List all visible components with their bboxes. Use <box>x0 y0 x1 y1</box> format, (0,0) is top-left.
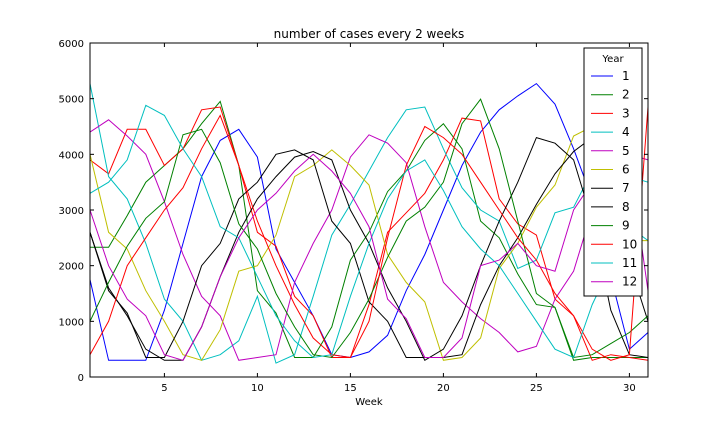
legend-label-year-1: 1 <box>622 69 630 83</box>
series-line-year-1 <box>89 82 649 361</box>
legend-label-year-5: 5 <box>622 144 630 158</box>
legend-label-year-8: 8 <box>622 200 630 214</box>
x-axis-label: Week <box>355 397 383 408</box>
legend-label-year-9: 9 <box>622 219 630 233</box>
y-tick-label: 1000 <box>59 317 84 328</box>
legend-label-year-10: 10 <box>622 237 637 251</box>
legend-label-year-6: 6 <box>622 163 630 177</box>
series-line-year-11 <box>89 104 649 359</box>
x-tick-label: 5 <box>161 383 167 394</box>
legend-label-year-2: 2 <box>622 88 630 102</box>
x-tick-label: 25 <box>530 383 543 394</box>
y-tick-label: 3000 <box>59 206 84 217</box>
x-tick-label: 15 <box>344 383 357 394</box>
x-tick-label: 10 <box>251 383 264 394</box>
legend-label-year-7: 7 <box>622 181 630 195</box>
y-tick-label: 6000 <box>59 39 84 50</box>
y-axis: 0 1000 2000 3000 4000 5000 6000 <box>59 39 648 384</box>
legend-label-year-11: 11 <box>622 256 637 270</box>
chart-title: number of cases every 2 weeks <box>274 27 465 41</box>
legend-label-year-12: 12 <box>622 275 637 289</box>
x-axis: 5 10 15 20 25 30 <box>161 43 636 394</box>
y-tick-label: 5000 <box>59 95 84 106</box>
series-line-year-7 <box>89 136 649 358</box>
series-layer <box>89 82 649 364</box>
x-tick-label: 20 <box>437 383 450 394</box>
y-tick-label: 2000 <box>59 262 84 273</box>
y-tick-label: 0 <box>78 373 84 384</box>
legend-label-year-3: 3 <box>622 106 630 120</box>
series-line-year-6 <box>89 125 648 361</box>
series-line-year-5 <box>89 119 649 361</box>
series-line-year-10 <box>89 106 649 361</box>
x-tick-label: 30 <box>623 383 636 394</box>
legend-title: Year <box>601 54 624 65</box>
y-tick-label: 4000 <box>59 150 84 161</box>
legend-box <box>583 47 643 297</box>
series-line-year-9 <box>89 98 649 359</box>
series-line-year-12 <box>89 153 649 361</box>
legend-label-year-4: 4 <box>622 125 630 139</box>
